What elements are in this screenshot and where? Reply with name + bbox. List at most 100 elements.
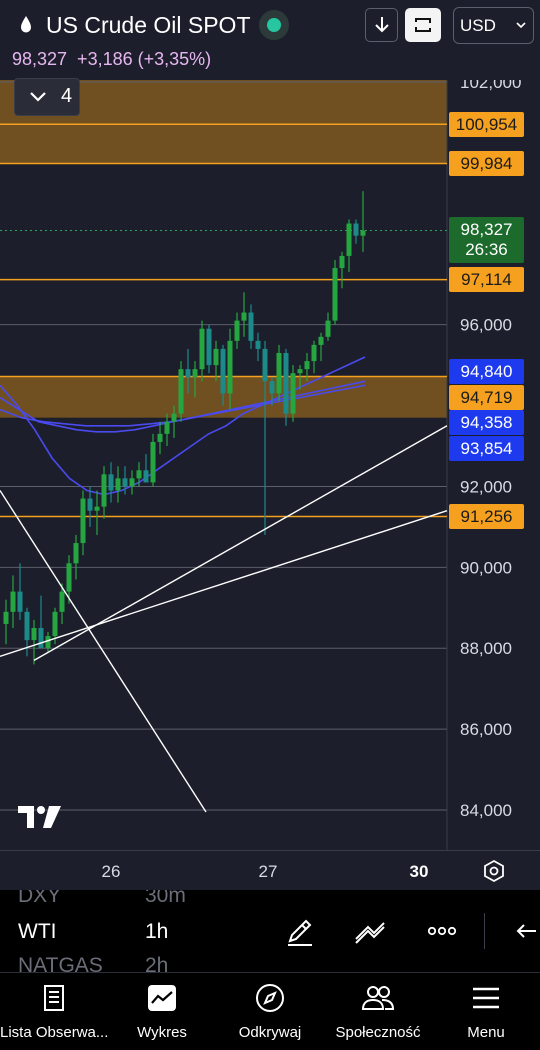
candle-body [199,328,205,370]
drawn-trendline [0,510,448,657]
nav-community[interactable]: Społeczność [324,973,432,1050]
compare-button[interactable] [405,8,441,42]
candle-body [122,478,128,487]
candle-body [241,312,247,321]
price-axis-label: 86,000 [460,720,512,739]
community-icon [361,986,395,1010]
oil-drop-icon [21,16,31,33]
chevron-down-icon [30,92,46,102]
candle-body [290,373,296,414]
candle-body [66,563,72,592]
candle-body [52,611,58,637]
chart-icon [148,985,176,1011]
candle-body [87,498,93,511]
drawn-trendline [33,425,448,661]
price-tag-orange: 99,984 [449,151,524,177]
candle-body [276,352,282,394]
indicators-collapse-button[interactable]: 4 [14,78,80,116]
candle-body [3,611,9,624]
symbol-row-next[interactable]: NATGAS [18,954,103,972]
candle-body [248,312,254,341]
chart-settings-icon[interactable] [482,859,506,883]
brush-icon[interactable] [282,913,318,949]
last-price-value: 98,327 [460,219,513,239]
symbol-row-prev[interactable]: DXY [18,890,62,907]
candle-body [318,336,324,345]
nav-discover-label: Odkrywaj [238,1024,302,1041]
candle-body [213,348,219,366]
candle-body [73,543,79,564]
price-axis-label: 90,000 [460,558,512,577]
menu-icon [473,987,499,1009]
price-axis-label: 88,000 [460,639,512,658]
chart-area[interactable]: 102,000 96,000 92,000 90,000 88,000 86,000 84,… [0,80,540,890]
candle-body [178,369,184,414]
candle-body [157,433,163,442]
nav-discover[interactable]: Odkrywaj [216,973,324,1050]
nav-chart[interactable]: Wykres [108,973,216,1050]
candle-body [346,223,352,256]
moving-average-line [0,356,366,496]
candle-body [332,268,338,321]
currency-select[interactable]: USD [453,7,534,44]
more-icon[interactable] [424,913,460,949]
candle-body [164,421,170,434]
time-axis-label: 30 [410,862,429,881]
candle-body [171,413,177,422]
download-button[interactable] [365,8,398,42]
arrow-down-icon [374,17,389,33]
candle-body [283,352,289,414]
chevron-down-icon [516,22,526,29]
price-axis-label: 96,000 [460,316,512,335]
chart-background [0,80,540,850]
price-tag-orange: 91,256 [449,504,524,530]
price-change-text: 98,327 +3,186 (+3,35%) [12,49,212,69]
candle-body [129,478,135,487]
candle-body [38,628,44,649]
price-tag-orange: 97,114 [449,267,524,293]
candle-body [136,470,142,479]
interval-row-next[interactable]: 2h [145,954,169,972]
candle-body [325,320,331,337]
candle-body [24,611,30,641]
time-axis-label: 26 [102,862,121,881]
nav-watchlist-label: Lista Obserwa... [0,1024,108,1041]
candle-body [59,591,65,612]
indicator-count: 4 [61,85,73,107]
undo-icon[interactable] [510,913,540,949]
interval-row-current[interactable]: 1h [145,920,169,943]
currency-value: USD [460,16,496,35]
candle-body [192,369,198,378]
candle-body [304,361,310,370]
symbol-strip[interactable]: DXY 30m WTI 1h NATGAS 2h [0,890,540,972]
last-price-tag: 98,327 26:36 [449,216,524,263]
price-tag-orange: 100,954 [449,111,524,137]
nav-community-label: Społeczność [335,1024,421,1041]
symbol-title[interactable]: US Crude Oil SPOT [46,12,251,38]
candle-body [108,474,114,491]
symbol-row-current[interactable]: WTI [18,920,57,943]
candle-body [31,628,37,641]
candle-body [269,381,275,394]
price-axis-label: 84,000 [460,801,512,820]
candle-body [297,369,303,374]
tradingview-logo-icon [18,806,61,828]
candle-body [115,478,121,491]
nav-watchlist[interactable]: Lista Obserwa... [0,973,108,1050]
candle-body [311,344,317,362]
candle-body [17,591,23,612]
time-axis-separator [0,850,540,851]
header: US Crude Oil SPOT USD 98,327 +3,186 (+3,… [0,0,540,80]
price-tag-blue: 93,854 [449,435,524,461]
nav-menu[interactable]: Menu [432,973,540,1050]
interval-row-prev[interactable]: 30m [145,890,186,907]
price-chart[interactable]: 102,000 96,000 92,000 90,000 88,000 86,000 84,… [0,80,540,890]
candle-body [10,591,16,612]
drawn-trendline [0,490,207,813]
price-tag-blue: 94,358 [449,410,524,436]
market-status-indicator [259,10,289,40]
trendline-icon[interactable] [352,913,388,949]
candle-body [353,223,359,236]
candle-body [339,255,345,269]
